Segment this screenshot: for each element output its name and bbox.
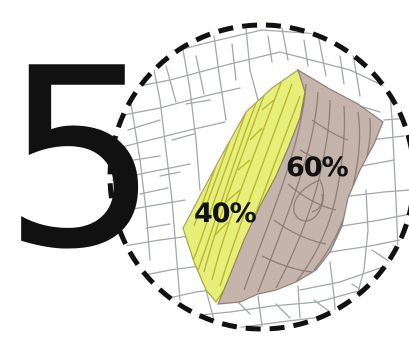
figure-number: 5 bbox=[2, 16, 160, 304]
zone-area-brown bbox=[217, 68, 384, 305]
contour-lines-brown bbox=[243, 83, 372, 293]
zone-label-yellow: 40% bbox=[194, 198, 257, 229]
street-network bbox=[110, 27, 409, 329]
zone-area-yellow bbox=[182, 69, 306, 304]
zone-fill-brown bbox=[217, 68, 384, 305]
zone-label-brown: 60% bbox=[286, 152, 349, 183]
